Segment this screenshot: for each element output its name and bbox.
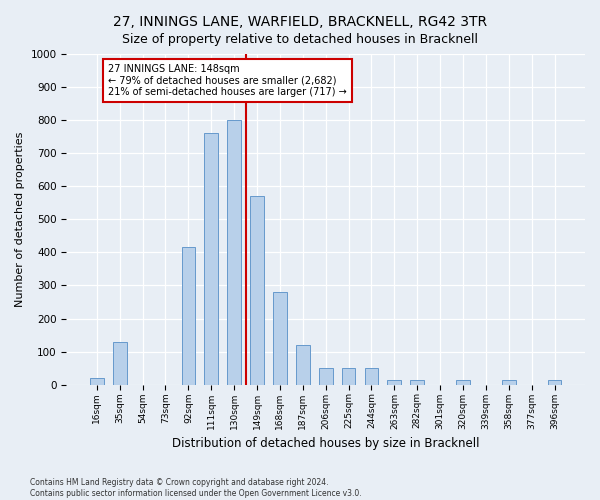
Bar <box>342 368 355 384</box>
Bar <box>90 378 104 384</box>
Bar <box>388 380 401 384</box>
Bar <box>410 380 424 384</box>
Bar <box>250 196 264 384</box>
Bar <box>548 380 562 384</box>
Bar <box>113 342 127 384</box>
Bar <box>502 380 515 384</box>
Bar <box>182 248 195 384</box>
Bar <box>227 120 241 384</box>
Bar <box>365 368 379 384</box>
Bar <box>205 134 218 384</box>
Text: Size of property relative to detached houses in Bracknell: Size of property relative to detached ho… <box>122 32 478 46</box>
X-axis label: Distribution of detached houses by size in Bracknell: Distribution of detached houses by size … <box>172 437 479 450</box>
Text: 27 INNINGS LANE: 148sqm
← 79% of detached houses are smaller (2,682)
21% of semi: 27 INNINGS LANE: 148sqm ← 79% of detache… <box>108 64 347 97</box>
Bar <box>319 368 332 384</box>
Bar <box>296 345 310 385</box>
Text: Contains HM Land Registry data © Crown copyright and database right 2024.
Contai: Contains HM Land Registry data © Crown c… <box>30 478 362 498</box>
Text: 27, INNINGS LANE, WARFIELD, BRACKNELL, RG42 3TR: 27, INNINGS LANE, WARFIELD, BRACKNELL, R… <box>113 15 487 29</box>
Y-axis label: Number of detached properties: Number of detached properties <box>15 132 25 307</box>
Bar <box>273 292 287 384</box>
Bar <box>456 380 470 384</box>
